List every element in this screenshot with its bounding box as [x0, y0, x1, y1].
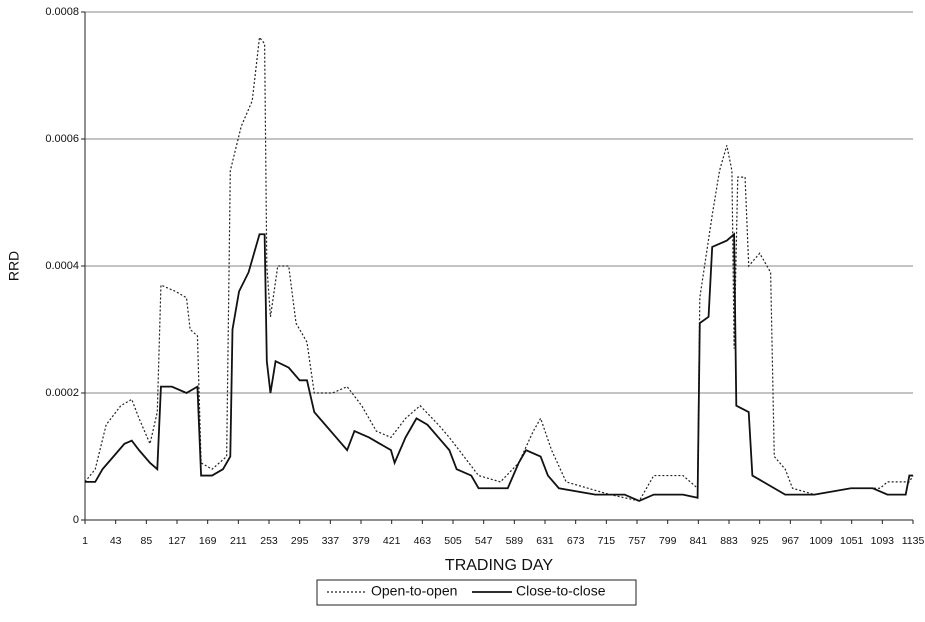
- x-tick-label: 715: [598, 535, 616, 547]
- y-tick-label: 0.0002: [45, 387, 79, 399]
- x-tick-label: 505: [444, 535, 462, 547]
- x-tick-label: 337: [322, 535, 340, 547]
- y-tick-label: 0.0008: [45, 6, 79, 18]
- x-tick-label: 1051: [840, 535, 864, 547]
- y-axis-label: RRD: [6, 251, 22, 281]
- x-tick-label: 421: [383, 535, 401, 547]
- x-tick-label: 43: [110, 535, 122, 547]
- series-line: [84, 35, 914, 502]
- x-tick-label: 295: [291, 535, 309, 547]
- x-tick-label: 547: [475, 535, 493, 547]
- x-tick-label: 127: [168, 535, 186, 547]
- x-tick-label: 253: [260, 535, 278, 547]
- y-tick-label: 0: [73, 514, 79, 526]
- y-tick-label: 0.0006: [45, 133, 79, 145]
- x-tick-label: 1093: [871, 535, 895, 547]
- x-tick-label: 631: [536, 535, 554, 547]
- x-tick-label: 967: [782, 535, 800, 547]
- series-line: [85, 232, 913, 502]
- x-tick-label: 211: [230, 535, 247, 547]
- x-tick-label: 757: [628, 535, 646, 547]
- x-tick-label: 883: [720, 535, 738, 547]
- legend-label: Close-to-close: [516, 583, 606, 599]
- y-tick-label: 0.0004: [45, 260, 79, 272]
- x-tick-label: 925: [751, 535, 769, 547]
- legend-label: Open-to-open: [371, 583, 457, 599]
- x-tick-label: 1009: [809, 535, 833, 547]
- x-axis-label: TRADING DAY: [445, 557, 553, 574]
- x-tick-label: 463: [414, 535, 432, 547]
- legend-box: [316, 579, 637, 606]
- x-tick-label: 85: [140, 535, 152, 547]
- x-tick-label: 1135: [902, 535, 925, 547]
- x-tick-label: 379: [352, 535, 370, 547]
- x-tick-label: 1: [82, 535, 88, 547]
- x-tick-label: 589: [506, 535, 524, 547]
- x-tick-label: 799: [659, 535, 677, 547]
- x-tick-label: 169: [199, 535, 217, 547]
- x-tick-label: 673: [567, 535, 585, 547]
- x-tick-label: 841: [690, 535, 708, 547]
